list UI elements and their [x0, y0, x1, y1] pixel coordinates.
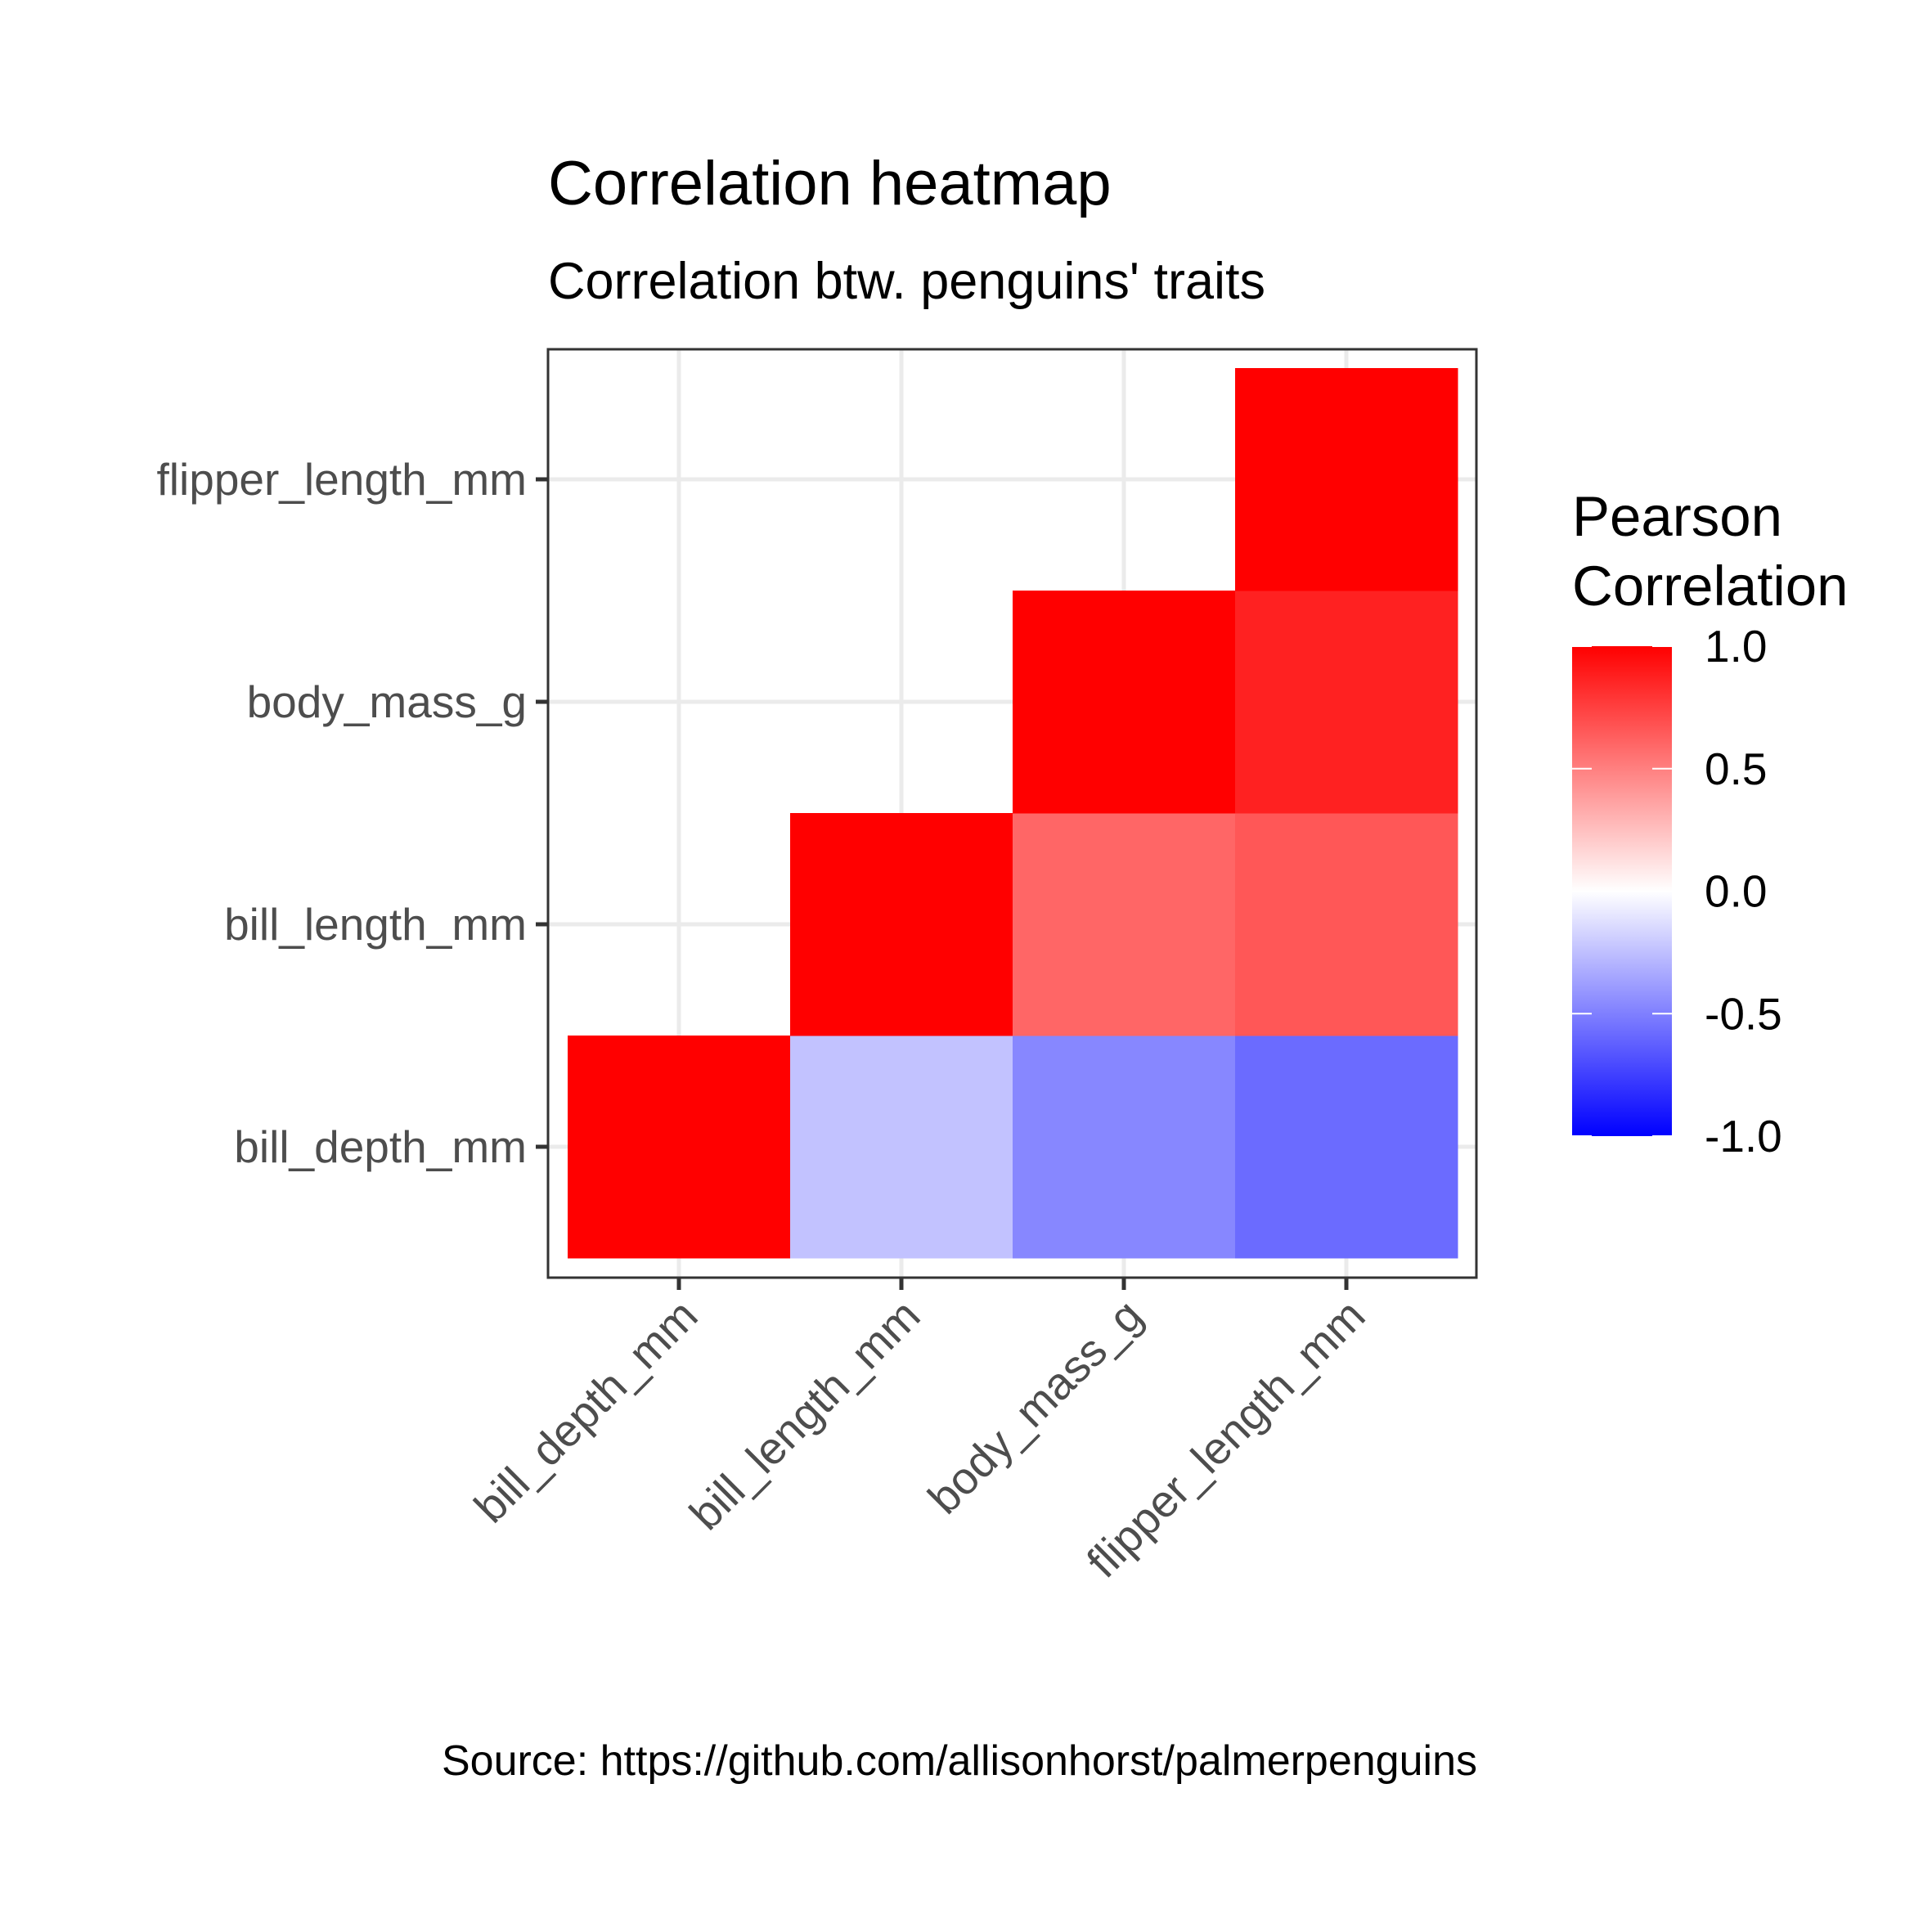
heat-cell-body-mass-g-bill-length-mm — [1013, 813, 1236, 1036]
y-tick-label-bill-length-mm: bill_length_mm — [224, 899, 527, 950]
heat-cell-flipper-length-mm-flipper-length-mm — [1235, 368, 1458, 591]
plot-panel — [546, 348, 1478, 1279]
legend-ticks: 1.0 0.5 0.0 -0.5 -1.0 — [1572, 621, 1782, 1161]
legend-break-0-5-label: 0.5 — [1705, 744, 1767, 794]
heat-cell-flipper-length-mm-body-mass-g — [1235, 591, 1458, 814]
panel-border — [546, 348, 1478, 1279]
chart-subtitle: Correlation btw. penguins' traits — [548, 253, 1265, 310]
heat-cell-flipper-length-mm-bill-length-mm — [1235, 813, 1458, 1036]
heat-cells — [568, 368, 1458, 1259]
y-tick-label-body-mass-g: body_mass_g — [247, 676, 527, 727]
heat-cell-bill-length-mm-bill-depth-mm — [790, 1036, 1013, 1259]
y-tick-label-bill-depth-mm: bill_depth_mm — [234, 1121, 527, 1172]
legend: Pearson Correlation 1.0 0.5 0.0 -0.5 -1.0 — [1572, 485, 1849, 1161]
legend-break-neg0-5-label: -0.5 — [1705, 988, 1782, 1039]
legend-title-line-1: Pearson — [1572, 485, 1782, 548]
heat-cell-bill-length-mm-bill-length-mm — [790, 813, 1013, 1036]
legend-break-neg1-0-label: -1.0 — [1705, 1111, 1782, 1161]
legend-break-0-0-label: 0.0 — [1705, 866, 1767, 917]
chart-title: Correlation heatmap — [548, 149, 1112, 218]
heat-cell-flipper-length-mm-bill-depth-mm — [1235, 1036, 1458, 1259]
chart-caption: Source: https://github.com/allisonhorst/… — [442, 1737, 1477, 1785]
heat-cell-body-mass-g-body-mass-g — [1013, 591, 1236, 814]
y-axis: bill_depth_mm bill_length_mm body_mass_g fl… — [157, 454, 548, 1172]
heat-cell-bill-depth-mm-bill-depth-mm — [568, 1036, 791, 1259]
legend-title-line-2: Correlation — [1572, 555, 1849, 618]
legend-break-1-0-label: 1.0 — [1705, 621, 1767, 672]
heat-cell-body-mass-g-bill-depth-mm — [1013, 1036, 1236, 1259]
y-tick-label-flipper-length-mm: flipper_length_mm — [157, 454, 527, 505]
